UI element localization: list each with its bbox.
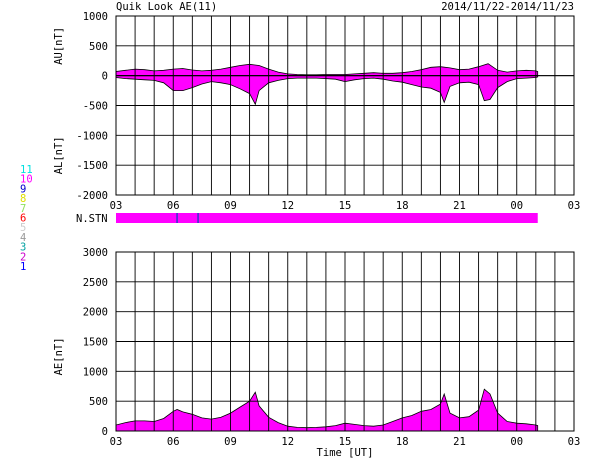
y-tick-label: 500 — [89, 41, 108, 53]
series-al-area — [115, 75, 539, 106]
y-tick-label: -1500 — [76, 160, 108, 172]
x-tick-label: 03 — [110, 200, 123, 212]
station-legend-item: 9 — [20, 183, 26, 195]
x-tick-label: 12 — [281, 436, 294, 448]
x-tick-label: 00 — [510, 200, 523, 212]
x-tick-label: 03 — [568, 200, 581, 212]
y-tick-label: -2000 — [76, 190, 108, 202]
y-tick-label: -500 — [83, 101, 108, 113]
station-legend-item: 11 — [20, 164, 33, 176]
y-axis-label-ae: AE[nT] — [53, 337, 65, 375]
x-tick-label: 03 — [568, 436, 581, 448]
station-count-bar — [116, 213, 538, 223]
date-range: 2014/11/22-2014/11/23 — [441, 1, 574, 13]
y-tick-label: -1000 — [76, 130, 108, 142]
x-tick-label: 06 — [167, 436, 180, 448]
station-legend-item: 3 — [20, 242, 26, 254]
plot-frame — [115, 251, 575, 432]
station-legend-item: 2 — [20, 251, 26, 263]
y-tick-label: 1000 — [83, 11, 108, 23]
station-legend-item: 5 — [20, 222, 26, 234]
y-tick-label: 2000 — [83, 307, 108, 319]
y-axis-label-al: AL[nT] — [53, 136, 65, 174]
y-tick-label: 0 — [102, 426, 108, 438]
x-tick-label: 09 — [224, 436, 237, 448]
x-tick-label: 18 — [396, 200, 409, 212]
series-ae-area — [115, 388, 539, 432]
y-tick-label: 500 — [89, 396, 108, 408]
x-tick-label: 21 — [453, 436, 466, 448]
station-legend-item: 6 — [20, 213, 26, 225]
x-tick-label: 18 — [396, 436, 409, 448]
y-tick-label: 3000 — [83, 247, 108, 259]
x-tick-label: 12 — [281, 200, 294, 212]
series-au-area — [115, 63, 539, 77]
station-legend-item: 1 — [20, 261, 26, 273]
y-tick-label: 1500 — [83, 337, 108, 349]
x-tick-label: 15 — [339, 200, 352, 212]
x-tick-label: 06 — [167, 200, 180, 212]
station-legend-item: 10 — [20, 174, 33, 186]
station-bar-panel: N.STN — [76, 213, 538, 225]
y-tick-label: 2500 — [83, 277, 108, 289]
x-axis-label: Time [UT] — [317, 447, 374, 459]
station-legend-item: 4 — [20, 232, 26, 244]
x-tick-label: 21 — [453, 200, 466, 212]
plot-frame — [115, 15, 575, 196]
x-tick-label: 03 — [110, 436, 123, 448]
station-legend-item: 8 — [20, 193, 26, 205]
y-axis-label-au: AU[nT] — [53, 27, 65, 65]
figure-title: Quik Look AE(11) — [116, 1, 217, 13]
y-tick-label: 1000 — [83, 366, 108, 378]
x-tick-label: 00 — [510, 436, 523, 448]
x-tick-label: 15 — [339, 436, 352, 448]
station-legend-item: 7 — [20, 203, 26, 215]
station-bar-label: N.STN — [76, 213, 108, 225]
y-tick-label: 0 — [102, 71, 108, 83]
x-tick-label: 09 — [224, 200, 237, 212]
